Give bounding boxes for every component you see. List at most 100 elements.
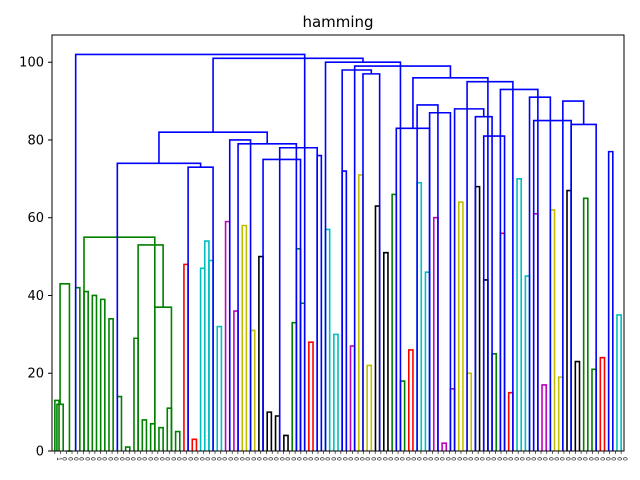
- leaf-label: 0: [501, 457, 508, 461]
- dendrogram-link: [599, 356, 606, 451]
- dendrogram-link: [333, 333, 339, 451]
- dendrogram-link: [457, 201, 464, 451]
- dendrogram-link: [74, 53, 306, 451]
- leaf-label: 0: [186, 457, 193, 461]
- dendrogram-link: [228, 139, 252, 451]
- leaf-label: 0: [101, 457, 108, 461]
- leaf-label: 0: [164, 457, 171, 461]
- leaf-label: 0: [209, 457, 216, 461]
- leaf-label: 0: [461, 457, 468, 461]
- dendrogram-link: [499, 88, 539, 451]
- dendrogram-link: [607, 150, 614, 451]
- leaf-label: 0: [152, 457, 159, 461]
- leaf-label: 0: [347, 457, 354, 461]
- dendrogram-links: [54, 53, 622, 452]
- chart-title: hamming: [302, 13, 373, 31]
- leaf-label: 0: [215, 457, 222, 461]
- leaf-label: 0: [615, 457, 622, 461]
- y-tick-label: 0: [36, 445, 44, 460]
- leaf-label: 0: [484, 457, 491, 461]
- dendrogram-link: [212, 57, 364, 133]
- leaf-label: 0: [106, 457, 113, 461]
- leaf-label: 0: [312, 457, 319, 461]
- dendrogram-link: [441, 442, 448, 451]
- leaf-label: 0: [89, 457, 96, 461]
- leaf-label: 0: [427, 457, 434, 461]
- dendrogram-link: [59, 283, 71, 451]
- dendrogram-link: [482, 135, 506, 451]
- leaf-label: 0: [558, 457, 565, 461]
- leaf-label: 0: [432, 457, 439, 461]
- leaf-label: 0: [581, 457, 588, 461]
- dendrogram-link: [278, 146, 318, 451]
- dendrogram-link: [366, 364, 373, 451]
- leaf-label: 0: [135, 457, 142, 461]
- y-tick-label: 20: [27, 367, 44, 382]
- dendrogram-link: [191, 438, 198, 451]
- leaf-label: 0: [341, 457, 348, 461]
- leaf-label: 0: [404, 457, 411, 461]
- leaf-label: 0: [198, 457, 205, 461]
- y-tick-label: 100: [19, 56, 44, 71]
- dendrogram-link: [187, 166, 214, 451]
- leaf-label: 0: [181, 457, 188, 461]
- leaf-label: 0: [364, 457, 371, 461]
- leaf-label: 0: [387, 457, 394, 461]
- leaf-label: 0: [621, 457, 628, 461]
- leaf-label: 0: [324, 457, 331, 461]
- dendrogram-link: [474, 115, 493, 451]
- leaf-label: 0: [587, 457, 594, 461]
- dendrogram-link: [56, 403, 64, 451]
- x-axis: 1000000000000000000000000000000000000000…: [54, 451, 628, 461]
- leaf-label: 0: [66, 457, 73, 461]
- leaf-label: 0: [410, 457, 417, 461]
- leaf-label: 0: [175, 457, 182, 461]
- dendrogram-link: [532, 119, 572, 451]
- dendrogram-link: [616, 314, 622, 451]
- leaf-label: 0: [530, 457, 537, 461]
- dendrogram-link: [562, 100, 585, 451]
- dendrogram-link: [466, 80, 514, 451]
- dendrogram-link: [174, 430, 181, 451]
- dendrogram-link: [453, 108, 485, 451]
- dendrogram-link: [412, 76, 489, 451]
- leaf-label: 0: [307, 457, 314, 461]
- leaf-label: 0: [564, 457, 571, 461]
- plot-frame: [51, 34, 625, 452]
- leaf-label: 0: [295, 457, 302, 461]
- dendrogram-link: [137, 244, 164, 451]
- leaf-label: 0: [192, 457, 199, 461]
- dendrogram-link: [54, 399, 60, 451]
- leaf-label: 0: [272, 457, 279, 461]
- dendrogram-link: [353, 65, 452, 451]
- leaf-label: 0: [284, 457, 291, 461]
- leaf-label: 0: [455, 457, 462, 461]
- leaf-label: 0: [289, 457, 296, 461]
- dendrogram-link: [341, 69, 373, 451]
- leaf-label: 0: [112, 457, 119, 461]
- leaf-label: 0: [83, 457, 90, 461]
- dendrogram-link: [83, 236, 156, 451]
- leaf-label: 0: [375, 457, 382, 461]
- leaf-label: 0: [490, 457, 497, 461]
- leaf-label: 0: [450, 457, 457, 461]
- dendrogram-link: [124, 446, 131, 451]
- dendrogram-link: [237, 143, 298, 451]
- dendrogram-link: [428, 111, 452, 451]
- leaf-label: 0: [129, 457, 136, 461]
- leaf-label: 0: [261, 457, 268, 461]
- leaf-label: 0: [472, 457, 479, 461]
- leaf-label: 0: [575, 457, 582, 461]
- dendrogram-link: [528, 96, 552, 451]
- leaf-label: 0: [553, 457, 560, 461]
- leaf-label: 0: [598, 457, 605, 461]
- leaf-label: 0: [255, 457, 262, 461]
- y-tick-label: 60: [27, 211, 44, 226]
- leaf-label: 0: [421, 457, 428, 461]
- leaf-label: 0: [61, 457, 68, 461]
- dendrogram-link: [308, 341, 314, 451]
- dendrogram-link: [262, 158, 302, 451]
- leaf-label: 0: [415, 457, 422, 461]
- leaf-label: 0: [358, 457, 365, 461]
